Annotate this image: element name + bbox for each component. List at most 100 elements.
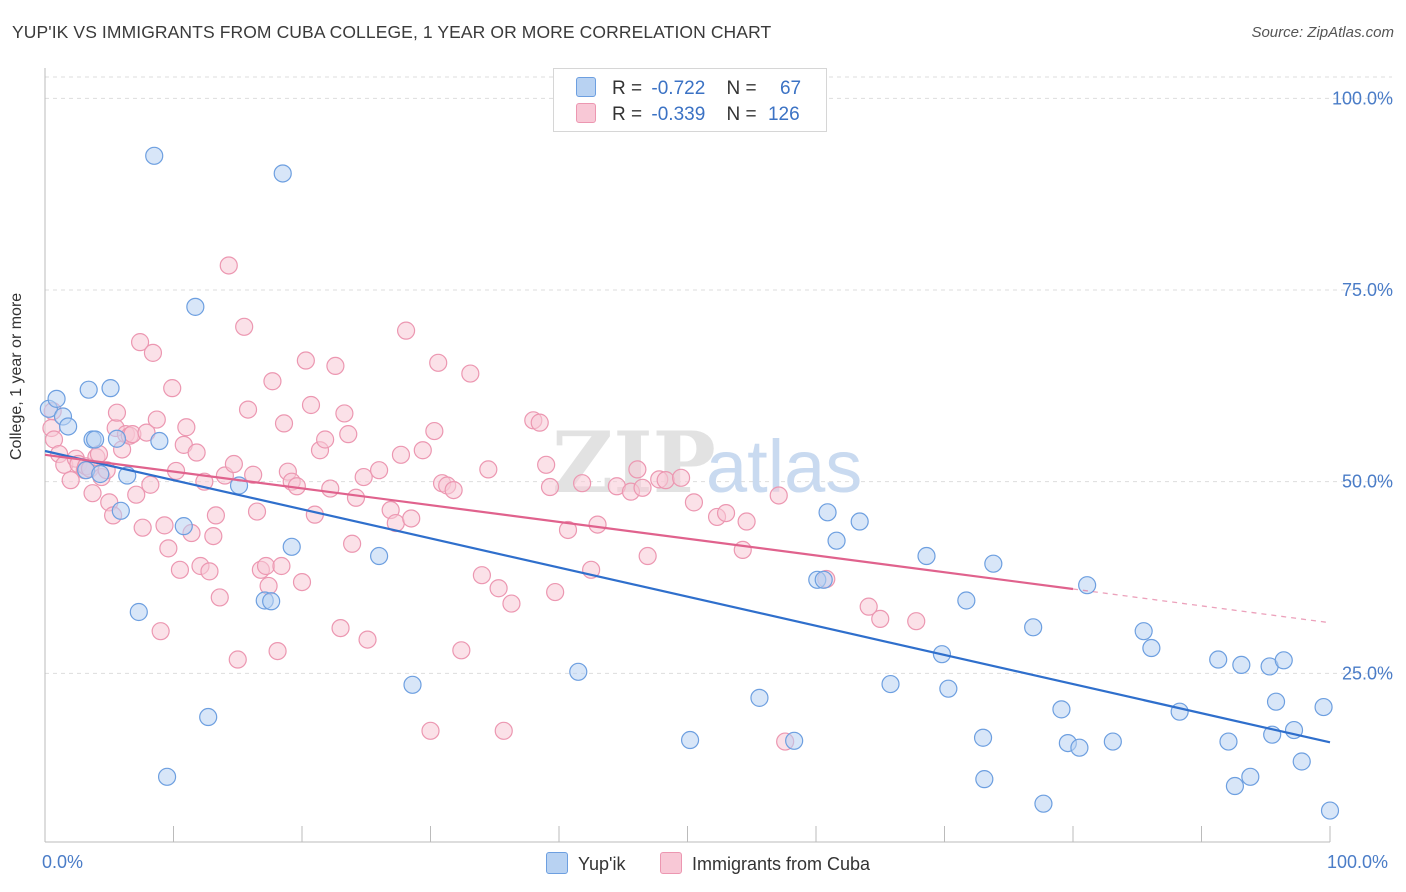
- cuba-point: [370, 461, 389, 480]
- y-tick-label: 50.0%: [1342, 472, 1393, 492]
- cuba-point: [141, 475, 160, 494]
- cuba-point: [219, 256, 238, 275]
- cuba-point: [421, 721, 440, 740]
- cuba-point: [558, 520, 578, 540]
- cuba-point: [684, 493, 704, 512]
- yupik-point: [917, 546, 936, 566]
- legend-row-cuba: R = -0.339 N = 126: [576, 103, 800, 126]
- cuba-point: [358, 630, 377, 649]
- yupik-point: [174, 517, 193, 536]
- yupik-point: [1314, 697, 1333, 717]
- yupik-point: [1266, 692, 1286, 711]
- cuba-point: [224, 454, 243, 474]
- yupik-point: [186, 297, 205, 316]
- cuba-point: [107, 403, 127, 422]
- yupik-point: [79, 380, 98, 399]
- yupik-point: [939, 679, 958, 698]
- yupik-point: [199, 707, 218, 727]
- yupik-point: [107, 429, 127, 448]
- yupik-point: [957, 591, 976, 610]
- cuba-point: [413, 441, 432, 460]
- yupik-point: [1034, 794, 1053, 813]
- cuba-point: [452, 641, 471, 660]
- cuba-point: [859, 597, 878, 616]
- y-tick-label: 75.0%: [1342, 280, 1393, 300]
- cuba-point: [402, 509, 421, 528]
- cuba-point: [137, 423, 156, 442]
- legend-row-yupik: R = -0.722 N = 67: [576, 77, 801, 100]
- cuba-point: [321, 479, 340, 498]
- yupik-point: [1219, 732, 1238, 751]
- y-tick-labels: 25.0% 50.0% 75.0% 100.0%: [1332, 88, 1393, 683]
- yupik-point: [1142, 638, 1161, 658]
- yupik-point: [984, 554, 1003, 573]
- cuba-point: [429, 353, 448, 372]
- cuba-point: [331, 618, 350, 638]
- cuba-point: [546, 582, 565, 602]
- yupik-point: [1134, 622, 1153, 641]
- cuba-point: [633, 478, 652, 497]
- yupik-point: [47, 389, 66, 408]
- cuba-point: [628, 460, 647, 479]
- correlation-legend: R = -0.722 N = 67 R = -0.339 N = 126: [553, 68, 827, 132]
- cuba-point: [530, 413, 549, 432]
- legend-r-label: R =: [612, 78, 643, 99]
- yupik-point: [814, 570, 833, 589]
- cuba-point: [159, 539, 178, 558]
- legend-r-value: -0.339: [651, 104, 706, 125]
- legend-n-value: 126: [767, 104, 800, 125]
- cuba-point: [247, 502, 267, 521]
- yupik-point: [370, 546, 389, 566]
- cuba-point: [133, 518, 152, 537]
- cuba-point: [301, 395, 321, 415]
- cuba-point: [573, 474, 592, 493]
- yupik-point: [1274, 651, 1293, 670]
- bottom-legend-cuba: Immigrants from Cuba: [660, 852, 870, 875]
- cuba-point: [316, 430, 335, 449]
- cuba-point: [656, 471, 675, 490]
- cuba-point: [494, 721, 513, 740]
- yupik-point: [129, 602, 148, 622]
- yupik-point: [975, 770, 994, 789]
- cuba-point: [170, 560, 190, 579]
- yupik-point: [1024, 618, 1043, 637]
- bottom-legend-swatch-yupik: [546, 852, 568, 874]
- trend-lines: [44, 449, 1331, 744]
- cuba-point: [130, 333, 150, 352]
- cuba-point: [143, 343, 163, 362]
- cuba-point: [228, 650, 247, 669]
- cuba-point: [296, 351, 315, 370]
- yupik-point: [86, 430, 105, 449]
- yupik-point: [850, 512, 869, 531]
- y-axis-label: College, 1 year or more: [8, 292, 25, 460]
- grid-lines: [45, 76, 1392, 674]
- yupik-point: [101, 379, 120, 398]
- x-tick-label-min: 0.0%: [42, 852, 84, 872]
- yupik-point: [1070, 738, 1089, 757]
- chart-title: YUP'IK VS IMMIGRANTS FROM CUBA COLLEGE, …: [12, 22, 772, 42]
- cuba-point: [339, 425, 358, 444]
- yupik-point: [1320, 801, 1340, 820]
- cuba-point: [292, 572, 312, 592]
- yupik-point: [1078, 576, 1097, 595]
- cuba-point: [83, 484, 102, 503]
- cuba-point: [244, 465, 263, 484]
- yupik-point: [91, 464, 110, 484]
- cuba-point: [461, 364, 480, 383]
- cuba-point: [671, 468, 691, 487]
- yupik-point: [1170, 702, 1189, 721]
- cuba-point: [733, 540, 752, 560]
- yupik-point: [1052, 700, 1071, 719]
- cuba-point: [127, 485, 146, 504]
- yupik-point: [1103, 732, 1122, 751]
- cuba-point: [200, 562, 219, 581]
- yupik-point: [881, 674, 900, 694]
- cuba-point: [489, 579, 508, 598]
- cuba-point: [187, 443, 206, 462]
- yupik-point: [59, 417, 78, 436]
- cuba-point: [335, 404, 354, 423]
- cuba-trend-line: [44, 453, 1074, 591]
- cuba-point: [263, 372, 282, 391]
- cuba-point: [272, 556, 291, 576]
